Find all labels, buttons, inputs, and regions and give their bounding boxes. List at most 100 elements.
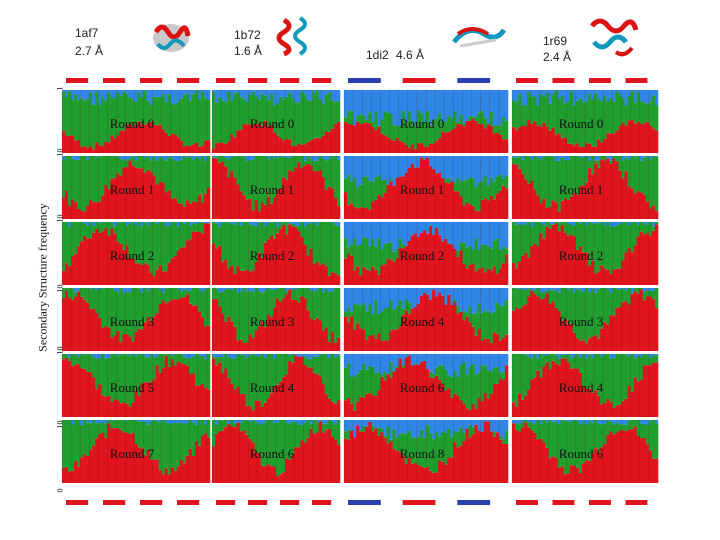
bar-1di2-r3-b3-coil — [353, 303, 357, 330]
bar-1r69-r4-b16-coil — [560, 354, 565, 359]
bar-1r69-r2-b25-coil — [588, 222, 592, 266]
bar-1af7-r1-b39-helix — [179, 203, 184, 219]
bar-1af7-r4-b16-helix — [110, 401, 114, 417]
bar-1af7-r0-b40-coil — [182, 95, 187, 147]
bar-1af7-r2-b25-coil — [137, 222, 141, 264]
bar-1di2-r1-b33-helix — [444, 182, 448, 219]
bar-1b72-r4-b1-helix — [215, 365, 219, 417]
bar-1af7-r5-b29-coil — [149, 421, 153, 460]
bar-1b72-r2-b18-helix — [266, 239, 271, 285]
bar-1di2-r4-b10-coil — [374, 372, 378, 396]
bar-1b72-r2-b36-coil — [321, 222, 326, 264]
bar-1r69-r4-b45-coil — [648, 357, 653, 366]
bar-1r69-r4-b31-helix — [606, 398, 610, 417]
bar-1b72-r3-b16-coil — [260, 292, 265, 322]
bar-1di2-r1-b43-coil — [474, 187, 478, 211]
bar-1r69-r3-b37-helix — [624, 301, 628, 351]
bar-1af7-r3-b13-helix — [101, 328, 105, 351]
bar-1r69-r1-b33-helix — [612, 158, 616, 219]
bar-1r69-r2-b34-helix — [615, 268, 619, 285]
bar-1af7-r2-b12-strand — [98, 222, 102, 224]
bar-1r69-r1-b29-helix — [600, 159, 604, 219]
bar-1b72-r5-b24-strand — [285, 420, 289, 423]
bar-1di2-r4-b17-helix — [395, 368, 399, 417]
bar-1af7-r1-b45-helix — [197, 195, 202, 219]
bar-1di2-r4-b1-coil — [347, 363, 351, 398]
bar-1di2-r5-b31-coil — [438, 436, 442, 461]
bar-1di2-r3-b12-coil — [380, 311, 384, 341]
bar-1af7-r0-b0-helix — [62, 131, 66, 153]
bar-1b72-r5-b41-coil — [336, 420, 341, 446]
bar-1b72-r1-b20-strand — [272, 156, 277, 159]
bar-1af7-r4-b7-helix — [83, 368, 87, 417]
bar-1di2-r4-b51-coil — [498, 372, 503, 380]
ss-marker-0-1-3 — [177, 500, 200, 505]
bar-1b72-r5-b40-strand — [333, 420, 338, 425]
bar-1af7-r1-b18-coil — [116, 156, 120, 174]
bar-1r69-r0-b18-helix — [566, 143, 571, 153]
bar-1r69-r2-b1-coil — [515, 224, 519, 269]
bar-1af7-r1-b41-helix — [185, 200, 190, 219]
bar-1r69-r0-b17-strand — [563, 90, 568, 104]
round-label-1af7-0: Round 0 — [110, 116, 154, 131]
bar-1di2-r5-b44-strand — [477, 420, 481, 431]
bar-1b72-r5-b30-coil — [303, 422, 307, 443]
bar-1r69-r0-b28-coil — [597, 98, 601, 140]
bar-1di2-r0-b1-strand — [347, 90, 351, 111]
bar-1di2-r0-b7-coil — [365, 120, 369, 123]
bar-1af7-r1-b45-strand — [197, 156, 202, 159]
bar-1di2-r0-b18-coil — [398, 124, 403, 141]
bar-1r69-r2-b23-coil — [581, 222, 586, 253]
bar-1r69-r5-b39-coil — [630, 420, 634, 430]
bar-1b72-r2-b31-helix — [306, 255, 310, 285]
bar-1di2-r4-b53-strand — [504, 354, 509, 366]
bar-1af7-r0-b24-coil — [134, 101, 138, 124]
round-label-1di2-0: Round 0 — [400, 116, 444, 131]
bar-1di2-r2-b12-helix — [380, 265, 384, 285]
bar-1b72-r4-b4-helix — [224, 368, 228, 417]
bar-1r69-r5-b13-coil — [551, 421, 555, 457]
bar-1af7-r2-b33-coil — [161, 222, 165, 272]
bar-1af7-r4-b30-helix — [152, 379, 156, 417]
bar-1di2-r3-b52-strand — [501, 288, 506, 306]
bar-1di2-r5-b17-helix — [395, 450, 399, 483]
bar-1di2-r4-b39-strand — [462, 354, 466, 363]
bar-1af7-r2-b37-helix — [173, 255, 178, 285]
bar-1b72-r1-b23-strand — [282, 156, 286, 158]
bar-1di2-r4-b19-coil — [401, 365, 406, 368]
bar-1r69-r3-b17-coil — [563, 288, 568, 320]
bar-1di2-r2-b49-helix — [492, 266, 497, 285]
bar-1b72-r5-b13-coil — [251, 420, 255, 443]
round-label-1b72-4: Round 4 — [250, 380, 295, 395]
bar-1di2-r2-b12-strand — [380, 222, 384, 250]
bar-1b72-r4-b7-coil — [233, 358, 237, 390]
bar-1af7-r2-b22-helix — [128, 257, 132, 285]
bar-1b72-r1-b33-coil — [312, 160, 316, 171]
bar-1af7-r3-b43-coil — [191, 288, 196, 306]
bar-1r69-r5-b8-coil — [536, 420, 540, 440]
bar-1b72-r0-b35-coil — [318, 99, 323, 139]
bar-1di2-r5-b40-strand — [465, 420, 469, 429]
bar-1af7-r5-b47-strand — [203, 420, 208, 425]
bar-1r69-r0-b37-coil — [624, 105, 628, 126]
bar-1r69-r1-b3-strand — [521, 156, 525, 160]
round-label-1di2-1: Round 1 — [400, 182, 444, 197]
bar-1r69-r1-b10-coil — [542, 156, 546, 199]
bar-1r69-r4-b24-strand — [585, 354, 589, 359]
bar-1r69-r4-b14-strand — [554, 354, 558, 356]
bar-1di2-r0-b29-helix — [432, 143, 436, 153]
bar-1di2-r5-b41-coil — [468, 424, 472, 438]
bar-1r69-r0-b36-helix — [621, 122, 625, 153]
bar-1b72-r0-b27-helix — [294, 145, 298, 153]
bar-1r69-r1-b23-strand — [581, 156, 586, 158]
bar-1b72-r4-b15-strand — [257, 354, 262, 356]
bar-1di2-r3-b30-strand — [435, 288, 439, 297]
bar-1r69-r1-b34-helix — [615, 161, 619, 219]
bar-1b72-r0-b13-coil — [251, 91, 255, 125]
bar-1di2-r1-b15-helix — [389, 181, 393, 219]
bar-1r69-r2-b27-strand — [594, 222, 598, 224]
bar-1di2-r5-b33-helix — [444, 464, 448, 483]
bar-1di2-r2-b44-helix — [477, 268, 481, 285]
bar-1r69-r1-b5-helix — [527, 183, 531, 219]
bar-1af7-r3-b30-coil — [152, 288, 156, 317]
